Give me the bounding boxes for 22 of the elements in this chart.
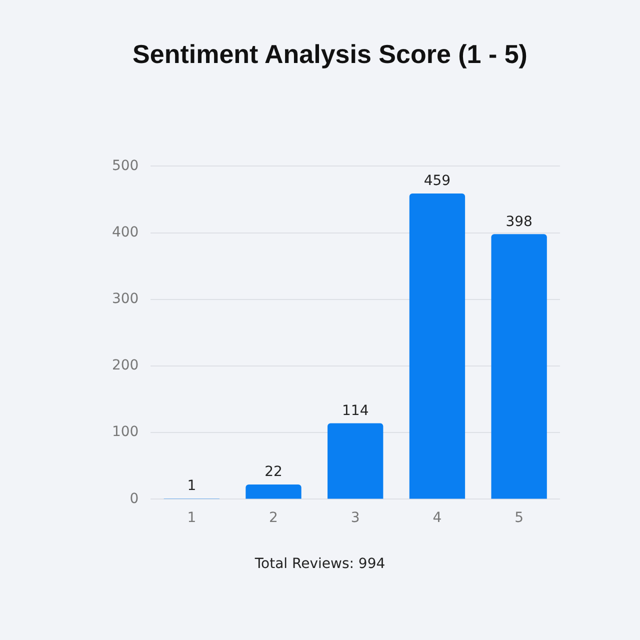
y-tick-label: 100 bbox=[112, 424, 139, 440]
x-tick-label: 2 bbox=[269, 510, 278, 526]
data-label: 398 bbox=[506, 214, 532, 230]
x-tick-label: 1 bbox=[187, 510, 196, 526]
bar bbox=[409, 194, 466, 499]
y-tick-label: 400 bbox=[112, 224, 139, 240]
bar bbox=[328, 423, 384, 499]
chart-title: Sentiment Analysis Score (1 - 5) bbox=[132, 38, 528, 69]
y-tick-label: 200 bbox=[112, 358, 139, 374]
data-label: 459 bbox=[424, 173, 451, 190]
x-tick-label: 5 bbox=[514, 510, 524, 526]
y-tick-label: 500 bbox=[112, 158, 139, 174]
bar bbox=[246, 484, 302, 499]
y-tick-label: 300 bbox=[112, 291, 139, 308]
bar bbox=[491, 234, 547, 499]
x-tick-label: 3 bbox=[350, 510, 360, 526]
data-label: 1 bbox=[187, 478, 196, 494]
y-tick-label: 0 bbox=[130, 490, 139, 507]
text: Total Reviews: 994 bbox=[254, 556, 386, 572]
data-label: 114 bbox=[342, 402, 369, 419]
x-tick-label: 4 bbox=[432, 510, 442, 526]
data-label: 22 bbox=[264, 464, 282, 480]
